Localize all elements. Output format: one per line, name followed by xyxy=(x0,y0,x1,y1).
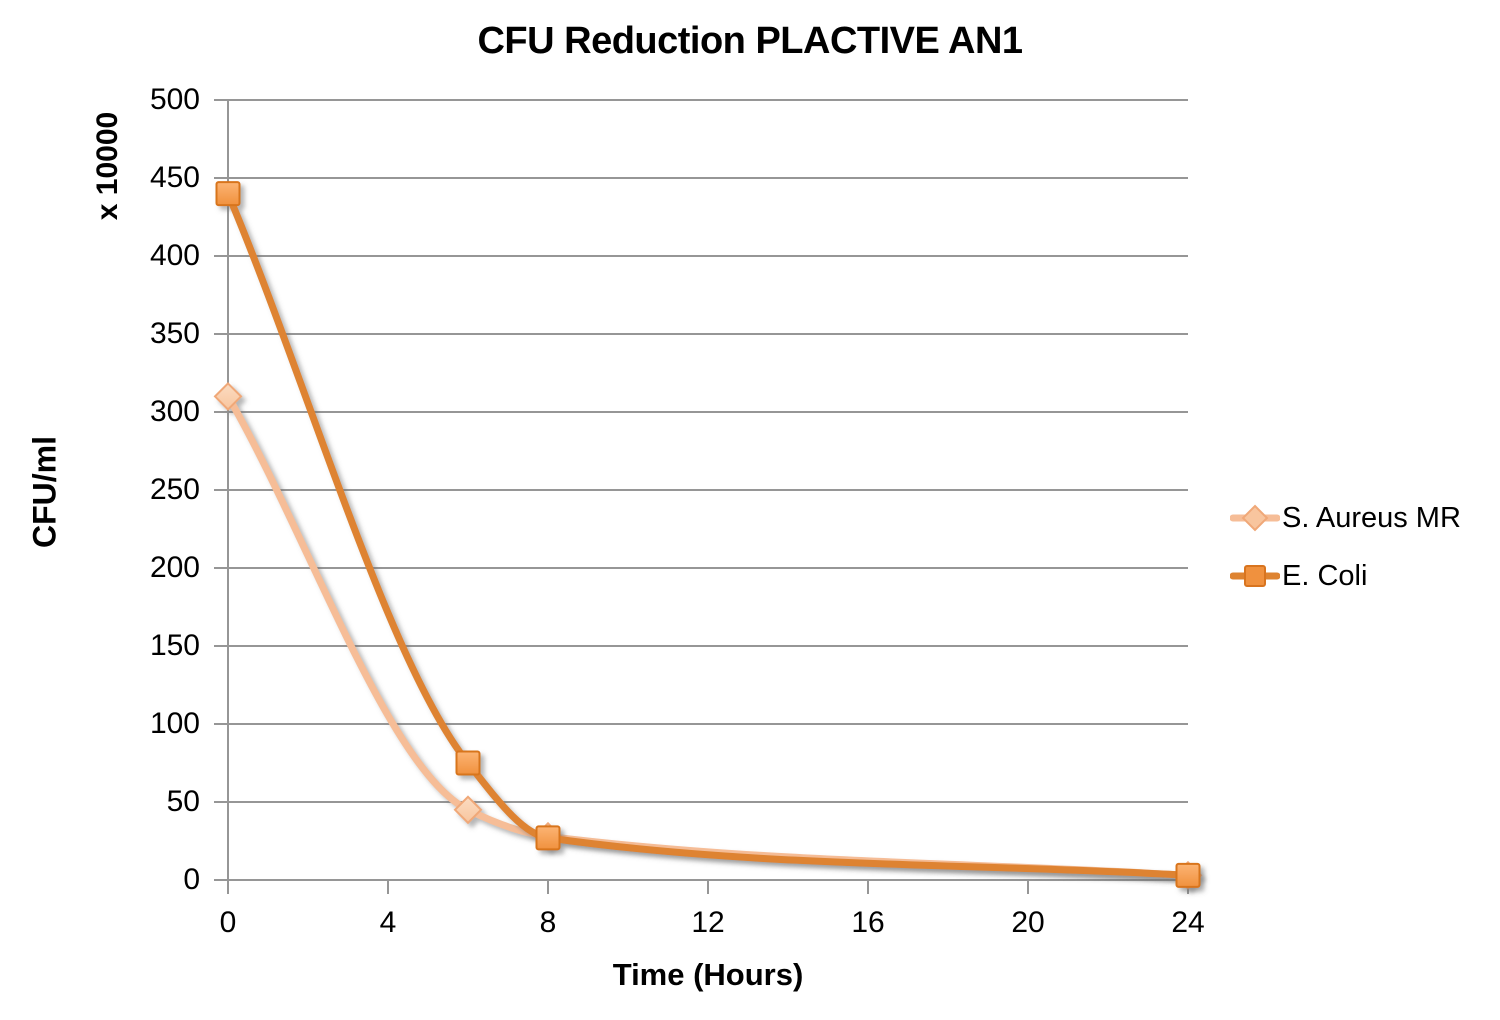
x-tick-label: 16 xyxy=(851,906,885,939)
legend-label: E. Coli xyxy=(1282,559,1368,592)
legend-item-e-coli: E. Coli xyxy=(1230,554,1461,598)
chart-title: CFU Reduction PLACTIVE AN1 xyxy=(477,20,1023,62)
y-tick-label: 400 xyxy=(149,239,200,272)
x-tick-label: 4 xyxy=(379,906,397,939)
series-s-aureus-mr xyxy=(213,381,1203,890)
legend: S. Aureus MR E. Coli xyxy=(1230,496,1461,598)
diamond-marker-icon xyxy=(1230,504,1280,532)
marker-s-aureus-mr xyxy=(453,795,483,825)
y-tick-label: 50 xyxy=(166,785,200,818)
series-e-coli xyxy=(215,181,1201,888)
y-tick-label: 150 xyxy=(149,629,200,662)
x-tick-label: 12 xyxy=(691,906,725,939)
square-marker-icon xyxy=(1230,565,1280,587)
y-tick-label: 100 xyxy=(149,707,200,740)
y-tick-label: 500 xyxy=(149,83,200,116)
legend-label: S. Aureus MR xyxy=(1282,501,1461,534)
legend-item-s-aureus-mr: S. Aureus MR xyxy=(1230,496,1461,540)
x-tick-label: 0 xyxy=(219,906,237,939)
marker-s-aureus-mr xyxy=(213,381,243,411)
y-tick-label: 350 xyxy=(149,317,200,350)
x-axis-title: Time (Hours) xyxy=(612,957,804,992)
y-tick-label: 0 xyxy=(183,863,200,896)
x-tick-label: 8 xyxy=(539,906,557,939)
marker-e-coli xyxy=(215,181,241,207)
marker-e-coli xyxy=(455,750,481,776)
y-tick-label: 200 xyxy=(149,551,200,584)
y-tick-label: 300 xyxy=(149,395,200,428)
y-tick-label: 450 xyxy=(149,161,200,194)
y-tick-label: 250 xyxy=(149,473,200,506)
line-e-coli xyxy=(224,190,1192,879)
x-tick-label: 20 xyxy=(1011,906,1045,939)
x-tick-label: 24 xyxy=(1171,906,1205,939)
marker-e-coli xyxy=(535,825,561,851)
line-s-aureus-mr xyxy=(224,392,1192,879)
marker-e-coli xyxy=(1175,862,1201,888)
